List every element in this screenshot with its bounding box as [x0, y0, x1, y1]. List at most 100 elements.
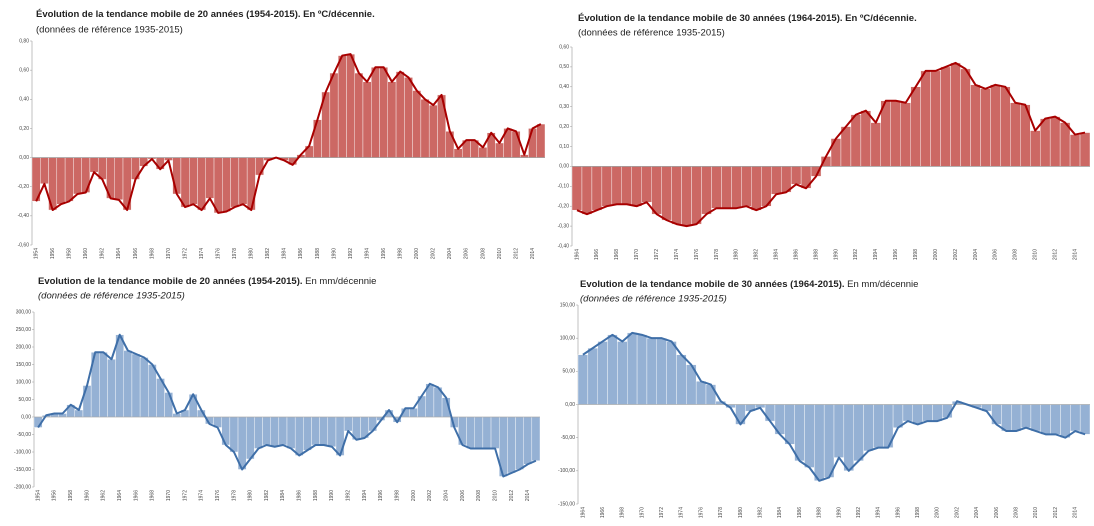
bar [850, 114, 862, 167]
x-tick-label: 2010 [497, 248, 503, 259]
x-tick-label: 2000 [411, 490, 417, 501]
bar [814, 404, 825, 481]
bar [387, 81, 397, 158]
y-tick-label: 50,00 [18, 397, 31, 403]
x-tick-label: 1980 [248, 490, 254, 501]
bar [1039, 118, 1051, 167]
bar [1010, 102, 1021, 167]
x-tick-label: 2004 [443, 490, 449, 501]
y-tick-label: 0,60 [559, 44, 569, 50]
bar [1049, 116, 1061, 167]
bar [409, 408, 418, 418]
chart-title: Evolution de la tendance mobile de 20 an… [38, 276, 376, 287]
x-tick-label: 1984 [282, 248, 288, 259]
x-tick-label: 1974 [679, 507, 685, 518]
x-tick-label: 1982 [757, 507, 763, 518]
x-tick-label: 1998 [913, 249, 919, 260]
y-tick-label: 100,00 [560, 335, 576, 341]
bar [1069, 134, 1081, 167]
bar [661, 166, 672, 221]
chart-subtitle: (données de référence 1935-2015) [578, 28, 725, 39]
title-unit: En mm/décennie [847, 279, 918, 290]
bar [245, 416, 255, 460]
x-tick-label: 1980 [734, 249, 740, 260]
bar [860, 110, 872, 167]
x-tick-label: 2012 [1052, 249, 1058, 260]
x-tick-label: 1984 [280, 490, 286, 501]
bar [950, 62, 961, 167]
x-tick-label: 1988 [313, 490, 319, 501]
chart-panel: Evolution de la tendance mobile de 20 an… [14, 276, 541, 501]
x-tick-label: 2014 [530, 248, 536, 259]
x-tick-label: 1968 [620, 507, 626, 518]
bar [1050, 404, 1061, 435]
bar [238, 157, 248, 205]
bar [581, 166, 593, 215]
bar [337, 55, 347, 158]
bar [1011, 404, 1022, 432]
bar [230, 157, 240, 208]
x-tick-label: 1956 [50, 248, 56, 259]
bar [478, 147, 488, 158]
bar [853, 404, 864, 462]
x-tick-label: 2002 [427, 490, 433, 501]
x-tick-label: 1962 [100, 248, 106, 259]
bar [523, 416, 533, 465]
bar [651, 166, 662, 215]
x-tick-label: 1970 [166, 490, 172, 501]
x-tick-label: 1970 [634, 249, 640, 260]
bar [229, 416, 239, 453]
x-tick-label: 2002 [953, 249, 959, 260]
bar [721, 166, 732, 209]
y-tick-label: -50,00 [17, 432, 31, 438]
bar [631, 166, 642, 207]
bar [148, 364, 157, 418]
x-tick-label: 1968 [614, 249, 620, 260]
bar [536, 123, 546, 158]
bar [189, 157, 198, 205]
bar [74, 409, 84, 418]
x-tick-label: 2000 [935, 507, 941, 518]
bar [922, 404, 933, 422]
x-tick-label: 1990 [833, 249, 839, 260]
x-tick-label: 2004 [447, 248, 453, 259]
bar [511, 131, 521, 158]
bar [278, 416, 288, 446]
title-text: Évolution de la tendance mobile de 20 an… [36, 9, 375, 20]
bar [412, 90, 422, 158]
y-tick-label: 200,00 [16, 344, 32, 350]
x-tick-label: 1992 [853, 249, 859, 260]
bar [900, 102, 911, 167]
x-tick-label: 2004 [974, 507, 980, 518]
bar [107, 359, 116, 418]
x-tick-label: 1958 [67, 248, 73, 259]
chart-subtitle: (données de référence 1935-2015) [38, 291, 185, 302]
x-tick-label: 1996 [378, 490, 384, 501]
bar [313, 119, 322, 158]
x-tick-label: 2000 [414, 248, 420, 259]
x-tick-label: 1972 [182, 490, 188, 501]
y-tick-label: -0,30 [558, 223, 570, 229]
y-tick-label: 0,40 [559, 84, 569, 90]
x-tick-label: 1970 [639, 507, 645, 518]
bar [507, 416, 516, 474]
x-tick-label: 1966 [133, 248, 139, 259]
bar [213, 157, 223, 214]
bar [701, 166, 712, 215]
x-tick-label: 1982 [265, 248, 271, 259]
bar [197, 157, 206, 211]
x-tick-label: 1986 [793, 249, 799, 260]
bar [990, 84, 1001, 167]
x-tick-label: 1980 [249, 248, 255, 259]
bar [902, 404, 913, 422]
x-tick-label: 1976 [694, 249, 700, 260]
x-tick-label: 2008 [480, 248, 486, 259]
bar [466, 416, 475, 449]
bar [303, 416, 312, 451]
bar [327, 416, 337, 447]
bar [222, 157, 231, 212]
x-tick-label: 1994 [362, 490, 368, 501]
title-unit: En mm/décennie [305, 276, 376, 287]
x-tick-label: 1992 [348, 248, 354, 259]
x-tick-label: 1982 [754, 249, 760, 260]
